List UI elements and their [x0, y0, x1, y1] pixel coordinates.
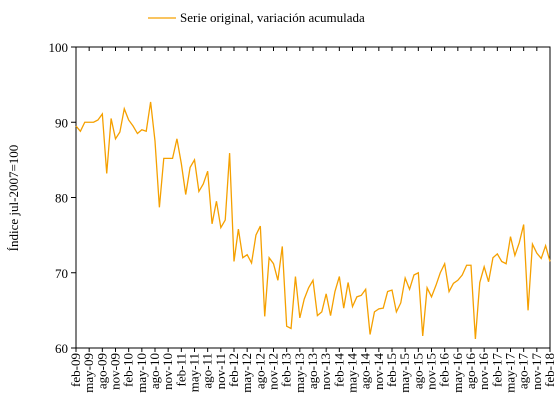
- x-tick-label: ago-09: [94, 353, 109, 389]
- x-tick-label: feb-09: [68, 353, 83, 387]
- x-tick-label: ago-12: [252, 353, 267, 389]
- x-tick-label: feb-13: [279, 353, 294, 387]
- x-tick-label: ago-14: [358, 353, 373, 390]
- y-tick-label: 70: [55, 266, 68, 281]
- x-tick-label: nov-14: [371, 353, 386, 390]
- x-tick-label: feb-11: [173, 353, 188, 386]
- x-tick-label: may-11: [187, 353, 202, 392]
- x-tick-label: feb-10: [121, 353, 136, 387]
- data-line: [75, 101, 551, 340]
- x-tick-label: may-17: [503, 353, 518, 393]
- x-tick-label: feb-16: [437, 353, 452, 387]
- x-tick-label: nov-11: [213, 353, 228, 389]
- x-tick-label: ago-15: [410, 353, 425, 389]
- x-tick-label: may-14: [345, 353, 360, 393]
- x-tick-label: feb-17: [489, 353, 504, 387]
- x-tick-label: may-16: [450, 353, 465, 393]
- x-tick-label: may-09: [81, 353, 96, 393]
- x-tick-label: ago-10: [147, 353, 162, 389]
- x-tick-label: nov-13: [318, 353, 333, 390]
- x-tick-label: ago-11: [200, 353, 215, 389]
- x-tick-label: nov-09: [108, 353, 123, 390]
- y-tick-label: 90: [55, 115, 68, 130]
- x-tick-label: feb-12: [226, 353, 241, 387]
- x-tick-label: ago-16: [463, 353, 478, 390]
- y-tick-label: 60: [55, 341, 68, 356]
- x-tick-label: ago-13: [305, 353, 320, 389]
- y-axis-label: Índice jul-2007=100: [6, 145, 21, 252]
- x-tick-label: nov-10: [160, 353, 175, 390]
- plot-frame: [75, 46, 551, 349]
- x-tick-label: feb-14: [331, 353, 346, 387]
- x-tick-label: may-10: [134, 353, 149, 393]
- x-tick-label: feb-18: [542, 353, 557, 387]
- legend-label: Serie original, variación acumulada: [180, 10, 365, 25]
- x-tick-label: nov-15: [424, 353, 439, 390]
- x-tick-label: nov-12: [266, 353, 281, 390]
- x-tick-label: nov-17: [529, 353, 544, 390]
- x-tick-label: nov-16: [476, 353, 491, 390]
- y-tick-label: 100: [49, 40, 69, 55]
- x-tick-label: feb-15: [384, 353, 399, 387]
- x-tick-label: ago-17: [516, 353, 531, 390]
- y-tick-label: 80: [55, 191, 68, 206]
- x-tick-label: may-15: [397, 353, 412, 393]
- x-tick-label: may-12: [239, 353, 254, 393]
- x-tick-label: may-13: [292, 353, 307, 393]
